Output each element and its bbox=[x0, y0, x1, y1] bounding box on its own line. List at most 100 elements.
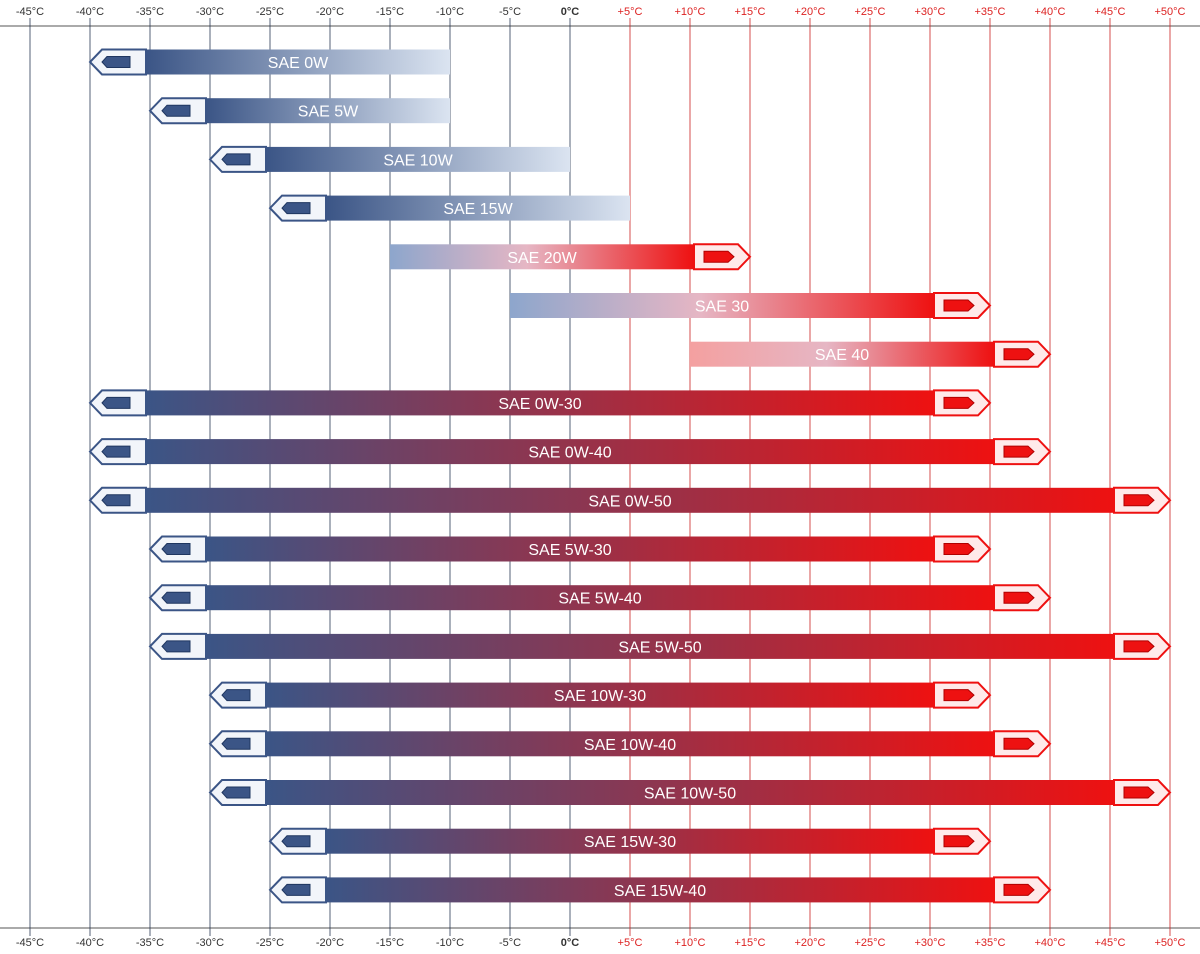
grade-bar: SAE 10W-30 bbox=[208, 681, 992, 709]
top-tick-label: -20°C bbox=[316, 6, 344, 18]
top-tick-label: +5°C bbox=[618, 6, 643, 18]
bar-body bbox=[326, 195, 630, 221]
cold-arrow-inner bbox=[101, 494, 131, 507]
grade-label: SAE 10W bbox=[383, 152, 453, 169]
bar-body bbox=[146, 487, 1114, 513]
grade-label: SAE 30 bbox=[695, 299, 749, 316]
top-tick-label: +25°C bbox=[854, 6, 885, 18]
grade-label: SAE 15W-30 bbox=[584, 834, 676, 851]
bar-body bbox=[206, 633, 1114, 659]
top-tick-label: -35°C bbox=[136, 6, 164, 18]
bottom-tick-label: +40°C bbox=[1034, 937, 1065, 949]
top-tick-label: +20°C bbox=[794, 6, 825, 18]
bar-body bbox=[326, 877, 994, 903]
top-tick-label: 0°C bbox=[561, 6, 580, 18]
cold-arrow-inner bbox=[221, 689, 251, 702]
bar-body bbox=[206, 585, 994, 611]
warm-arrow-inner bbox=[1003, 883, 1035, 896]
grade-label: SAE 20W bbox=[507, 250, 577, 267]
grade-bar: SAE 5W-30 bbox=[148, 535, 992, 563]
bottom-tick-label: +35°C bbox=[974, 937, 1005, 949]
grade-bar: SAE 10W bbox=[208, 145, 570, 173]
warm-arrow-inner bbox=[943, 299, 975, 312]
top-tick-label: +35°C bbox=[974, 6, 1005, 18]
bar-body bbox=[206, 98, 450, 124]
top-tick-label: +50°C bbox=[1154, 6, 1185, 18]
grade-label: SAE 0W-30 bbox=[498, 396, 581, 413]
bottom-tick-label: -35°C bbox=[136, 937, 164, 949]
grade-bar: SAE 0W-30 bbox=[88, 389, 992, 417]
warm-arrow-inner bbox=[943, 835, 975, 848]
top-tick-label: -15°C bbox=[376, 6, 404, 18]
warm-arrow-inner bbox=[1123, 494, 1155, 507]
top-tick-label: +15°C bbox=[734, 6, 765, 18]
axis-ticks: -45°C -45°C -40°C -40°C -35°C -35°C -30°C -30°C… bbox=[16, 6, 1186, 949]
grade-label: SAE 0W-50 bbox=[588, 493, 671, 510]
bottom-tick-label: +30°C bbox=[914, 937, 945, 949]
top-tick-label: +45°C bbox=[1094, 6, 1125, 18]
cold-arrow-inner bbox=[221, 786, 251, 799]
grade-label: SAE 5W-30 bbox=[528, 542, 611, 559]
grade-label: SAE 15W bbox=[443, 201, 513, 218]
grade-bar: SAE 15W-40 bbox=[268, 876, 1052, 904]
bottom-tick-label: -40°C bbox=[76, 937, 104, 949]
bottom-tick-label: -10°C bbox=[436, 937, 464, 949]
bar-body bbox=[690, 341, 994, 367]
grade-label: SAE 5W bbox=[298, 104, 359, 121]
grade-label: SAE 5W-40 bbox=[558, 591, 641, 608]
grade-bar: SAE 5W-40 bbox=[148, 584, 1052, 612]
cold-arrow-inner bbox=[281, 835, 311, 848]
top-tick-label: -30°C bbox=[196, 6, 224, 18]
warm-arrow-inner bbox=[943, 396, 975, 409]
cold-arrow-inner bbox=[101, 445, 131, 458]
grade-bar: SAE 0W bbox=[88, 48, 450, 76]
bottom-tick-label: 0°C bbox=[561, 937, 580, 949]
top-tick-label: -40°C bbox=[76, 6, 104, 18]
warm-arrow-inner bbox=[1003, 445, 1035, 458]
grade-label: SAE 10W-40 bbox=[584, 737, 676, 754]
grade-label: SAE 40 bbox=[815, 347, 869, 364]
gridlines bbox=[0, 25, 1200, 929]
grade-bar: SAE 30 bbox=[510, 292, 992, 319]
warm-arrow-inner bbox=[1003, 348, 1035, 361]
grade-bars: SAE 0W SAE 5W SAE 10W SAE 15W SAE 20W SAE 30 S… bbox=[88, 48, 1172, 904]
cold-arrow-inner bbox=[101, 56, 131, 68]
warm-arrow-inner bbox=[1003, 737, 1035, 750]
warm-arrow-inner bbox=[943, 689, 975, 702]
grade-bar: SAE 20W bbox=[390, 243, 752, 271]
bar-body bbox=[146, 49, 450, 75]
grade-bar: SAE 0W-40 bbox=[88, 438, 1052, 466]
bar-body bbox=[146, 390, 934, 416]
bottom-tick-label: -25°C bbox=[256, 937, 284, 949]
bar-body bbox=[510, 293, 934, 318]
top-tick-label: -5°C bbox=[499, 6, 521, 18]
cold-arrow-inner bbox=[281, 883, 311, 896]
top-tick-label: +10°C bbox=[674, 6, 705, 18]
grade-bar: SAE 15W-30 bbox=[268, 827, 992, 855]
grade-label: SAE 0W-40 bbox=[528, 445, 611, 462]
warm-arrow-inner bbox=[943, 543, 975, 555]
bottom-tick-label: +5°C bbox=[618, 937, 643, 949]
bottom-tick-label: +50°C bbox=[1154, 937, 1185, 949]
grade-bar: SAE 10W-50 bbox=[208, 779, 1172, 806]
bottom-tick-label: -30°C bbox=[196, 937, 224, 949]
warm-arrow-inner bbox=[1003, 591, 1035, 604]
grade-label: SAE 10W-50 bbox=[644, 786, 736, 803]
bottom-tick-label: -5°C bbox=[499, 937, 521, 949]
cold-arrow-inner bbox=[161, 104, 191, 117]
bottom-tick-label: +45°C bbox=[1094, 937, 1125, 949]
cold-arrow-inner bbox=[101, 396, 131, 409]
grade-bar: SAE 0W-50 bbox=[88, 486, 1172, 514]
bar-body bbox=[266, 146, 570, 172]
grade-bar: SAE 5W bbox=[148, 97, 450, 125]
cold-arrow-inner bbox=[281, 202, 311, 215]
bar-body bbox=[146, 439, 994, 465]
top-tick-label: +40°C bbox=[1034, 6, 1065, 18]
bar-body bbox=[390, 244, 694, 270]
warm-arrow-inner bbox=[1123, 786, 1155, 799]
bottom-tick-label: +15°C bbox=[734, 937, 765, 949]
bottom-tick-label: +25°C bbox=[854, 937, 885, 949]
bottom-tick-label: +10°C bbox=[674, 937, 705, 949]
grade-bar: SAE 10W-40 bbox=[208, 730, 1052, 758]
bar-body bbox=[266, 780, 1114, 805]
